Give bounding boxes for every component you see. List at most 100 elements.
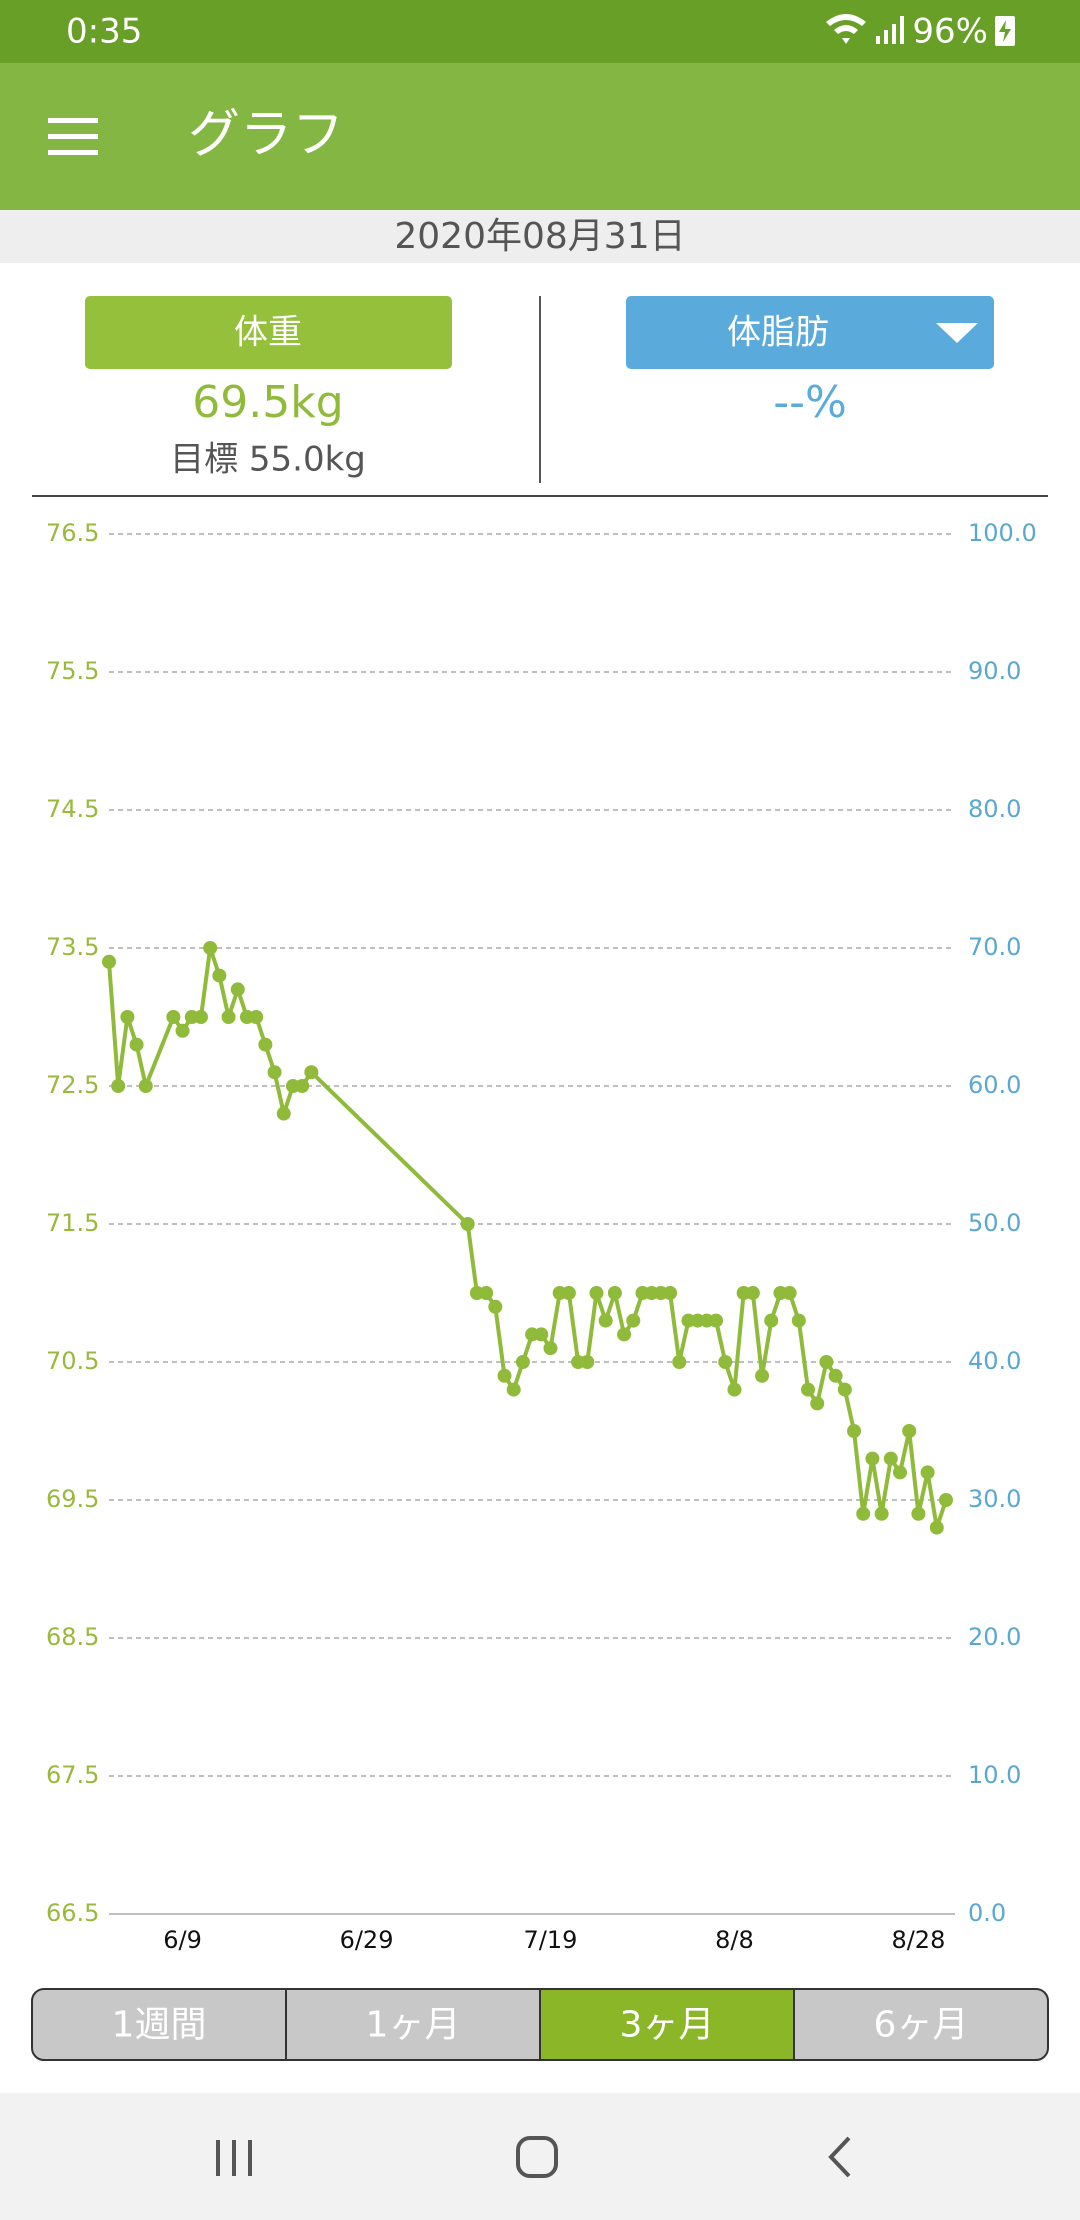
weight-goal: 目標 55.0kg (170, 440, 366, 480)
data-point (193, 1010, 208, 1024)
data-point (497, 1368, 512, 1383)
period-tabs: 1週間 1ヶ月 3ヶ月 6ヶ月 (31, 1988, 1049, 2061)
weight-button[interactable] (85, 296, 452, 369)
data-point (663, 1286, 678, 1300)
body-fat-button[interactable] (626, 296, 994, 369)
data-point (120, 1010, 135, 1024)
data-point (856, 1506, 871, 1521)
data-point (258, 1037, 273, 1052)
signal-bar (892, 24, 896, 44)
nav-bar (0, 2093, 1080, 2220)
chart: 66.5 67.5 68.5 69.5 70.5 71.5 72.5 73.5 74.5 75.5… (46, 519, 1037, 1954)
data-point (929, 1520, 944, 1535)
home-button[interactable] (516, 2136, 558, 2178)
x-tick-label: 6/9 (163, 1926, 202, 1954)
data-point (920, 1465, 935, 1480)
weight-label: 体重 (234, 313, 302, 353)
app-title: グラフ (188, 105, 344, 165)
body-fat-label: 体脂肪 (727, 313, 829, 353)
y-tick-label: 74.5 (46, 795, 99, 823)
data-point (764, 1313, 779, 1328)
menu-line (48, 118, 98, 123)
menu-button[interactable] (48, 118, 98, 155)
y-tick-label: 66.5 (46, 1899, 99, 1927)
tab-label[interactable]: 1週間 (112, 2005, 207, 2046)
status-icons (826, 14, 1015, 46)
tab-label[interactable]: 3ヶ月 (620, 2005, 715, 2046)
data-point (745, 1286, 760, 1300)
y-tick-label: 67.5 (46, 1761, 99, 1789)
y-tick-label: 71.5 (46, 1209, 99, 1237)
data-point (111, 1079, 126, 1093)
data-point (534, 1327, 549, 1342)
data-point (939, 1493, 953, 1507)
data-point (506, 1382, 521, 1397)
status-battery: 96% (912, 12, 988, 52)
data-point (580, 1355, 595, 1369)
y-tick-label: 72.5 (46, 1071, 99, 1099)
data-point (617, 1327, 632, 1342)
x-tick-label: 6/29 (340, 1926, 394, 1954)
y-tick-label: 68.5 (46, 1623, 99, 1651)
signal-bar (884, 30, 888, 44)
data-point (626, 1313, 641, 1328)
y2-tick-label: 30.0 (968, 1485, 1021, 1513)
data-point (865, 1451, 880, 1466)
signal-bar (876, 36, 880, 44)
y-tick-label: 75.5 (46, 657, 99, 685)
signal-bar (900, 16, 904, 44)
data-point (230, 982, 245, 997)
y-tick-label: 73.5 (46, 933, 99, 961)
data-point (837, 1382, 852, 1397)
data-point (893, 1465, 908, 1480)
data-point (304, 1065, 319, 1080)
data-point (543, 1341, 558, 1356)
data-point (479, 1286, 494, 1300)
data-point (175, 1023, 190, 1038)
menu-line (48, 134, 98, 139)
data-line (107, 946, 948, 1530)
data-point (129, 1037, 144, 1052)
tab-label[interactable]: 1ヶ月 (366, 2005, 461, 2046)
date-text: 2020年08月31日 (394, 216, 685, 257)
wifi-icon (826, 14, 866, 44)
y-tick-label: 69.5 (46, 1485, 99, 1513)
y2-tick-label: 20.0 (968, 1623, 1021, 1651)
y2-tick-label: 60.0 (968, 1071, 1021, 1099)
data-point (212, 968, 227, 983)
data-point (911, 1506, 926, 1521)
data-point (166, 1010, 181, 1024)
y2-tick-label: 70.0 (968, 933, 1021, 961)
data-point (488, 1299, 503, 1314)
data-point (727, 1382, 742, 1397)
data-point (755, 1368, 770, 1383)
data-point (718, 1355, 733, 1369)
data-point (515, 1355, 530, 1369)
data-point (102, 954, 116, 969)
data-point (221, 1010, 236, 1024)
charging-bolt (999, 20, 1011, 42)
data-point (791, 1313, 806, 1328)
y2-tick-label: 80.0 (968, 795, 1021, 823)
recent-apps-button[interactable] (216, 2140, 252, 2176)
tab-label[interactable]: 6ヶ月 (874, 2005, 969, 2046)
data-point (801, 1382, 816, 1397)
data-point (847, 1424, 862, 1438)
y-tick-label: 70.5 (46, 1347, 99, 1375)
menu-line (48, 150, 98, 155)
data-point (561, 1286, 576, 1300)
data-point (782, 1286, 797, 1300)
dropdown-arrow (936, 323, 978, 343)
back-button[interactable] (828, 2136, 851, 2178)
body-fat-value: --% (773, 377, 847, 428)
data-point (709, 1313, 724, 1328)
y-tick-label: 76.5 (46, 519, 99, 547)
data-point (589, 1286, 604, 1300)
data-point (874, 1506, 889, 1521)
x-tick-label: 8/8 (715, 1926, 754, 1954)
y2-tick-label: 0.0 (968, 1899, 1006, 1927)
nav-icons (216, 2136, 851, 2178)
date-bar (0, 210, 1080, 263)
